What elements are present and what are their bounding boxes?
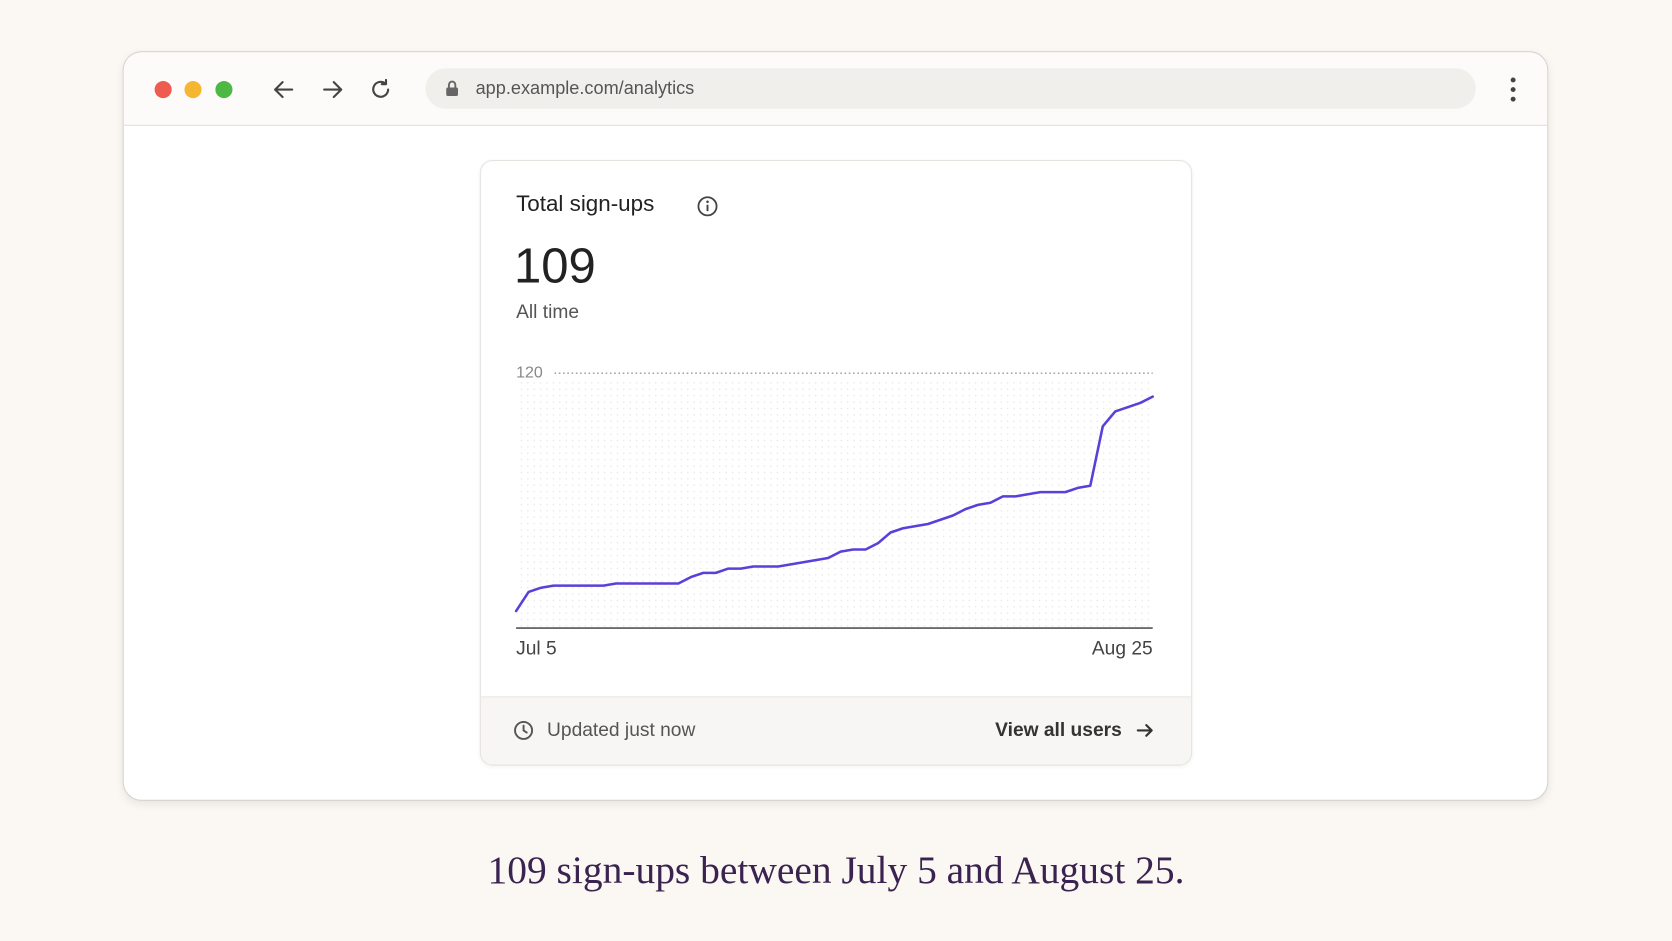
close-button[interactable] <box>154 81 172 99</box>
line-chart: 120 Jul 5 Aug 25 <box>514 364 1154 659</box>
lock-icon <box>446 80 458 96</box>
minimize-button[interactable] <box>184 81 202 99</box>
menu-button[interactable] <box>1505 76 1522 104</box>
browser-toolbar: app.example.com/analytics <box>123 52 1548 126</box>
data-line <box>514 395 1154 613</box>
total-value: 109 <box>513 237 596 294</box>
updated-status: Updated just now <box>547 718 696 741</box>
reload-button[interactable] <box>372 78 390 98</box>
y-tick-label: 120 <box>516 364 543 381</box>
x-tick-label: Jul 5 <box>516 638 557 659</box>
back-button[interactable] <box>274 81 294 99</box>
period-label: All time <box>516 300 580 323</box>
address-bar[interactable]: app.example.com/analytics <box>425 68 1476 109</box>
forward-button[interactable] <box>323 81 343 99</box>
maximize-button[interactable] <box>215 81 233 99</box>
x-tick-label: Aug 25 <box>1092 638 1153 659</box>
window-controls <box>154 78 390 99</box>
card-footer <box>480 696 1192 765</box>
view-users-link[interactable]: View all users <box>995 718 1122 741</box>
info-icon[interactable] <box>696 195 718 217</box>
plot-background <box>516 381 1153 629</box>
card-title: Total sign-ups <box>516 191 655 217</box>
arrow-icon[interactable] <box>1136 721 1155 740</box>
url-text: app.example.com/analytics <box>475 77 695 99</box>
clock-icon <box>514 720 534 740</box>
caption: 109 sign-ups between July 5 and August 2… <box>487 848 1185 893</box>
